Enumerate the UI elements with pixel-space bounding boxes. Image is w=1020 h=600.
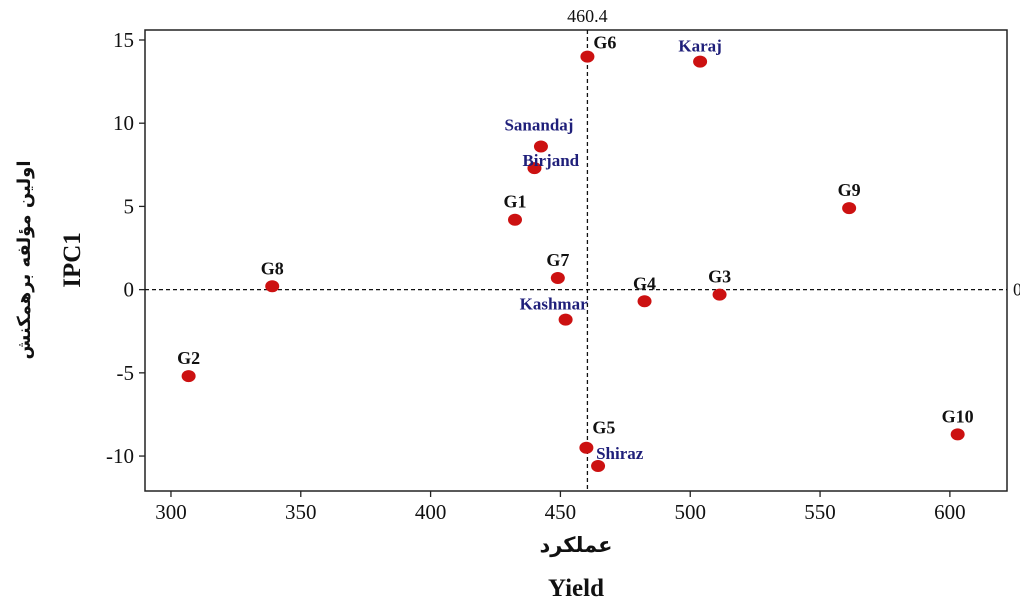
environment-point-kashmar <box>558 313 573 326</box>
genotype-point-g6 <box>580 50 595 63</box>
mean-yield-label: 460.4 <box>567 6 608 26</box>
genotype-label-g9: G9 <box>838 180 861 200</box>
genotype-label-g3: G3 <box>708 267 731 287</box>
zero-ipc-label: 0 <box>1013 280 1020 300</box>
y-tick-label: 15 <box>113 28 134 52</box>
genotype-label-g8: G8 <box>261 258 284 278</box>
genotype-label-g2: G2 <box>177 348 200 368</box>
environment-label-shiraz: Shiraz <box>596 444 644 463</box>
plot-frame <box>144 29 1008 492</box>
x-axis-title-fa: عملکرد <box>539 533 612 557</box>
genotype-label-g4: G4 <box>633 273 656 293</box>
genotype-label-g5: G5 <box>592 418 615 438</box>
x-tick-label: 500 <box>674 500 706 524</box>
genotype-point-g2 <box>181 370 196 383</box>
environment-point-sanandaj <box>533 140 548 153</box>
environment-point-karaj <box>693 55 708 68</box>
environment-label-kashmar: Kashmar <box>520 295 588 314</box>
data-points <box>181 50 965 473</box>
genotype-point-g8 <box>265 280 280 293</box>
genotype-point-g5 <box>579 441 594 454</box>
x-tick-label: 350 <box>285 500 317 524</box>
genotype-point-g4 <box>637 295 652 308</box>
x-tick-label: 550 <box>804 500 836 524</box>
y-tick-label: 0 <box>124 278 135 302</box>
genotype-point-g10 <box>950 428 965 441</box>
genotype-label-g1: G1 <box>503 192 526 212</box>
y-tick-label: -10 <box>106 444 134 468</box>
point-labels: G1 G2 G3 G4 G5 G6 G7 G8 G9 G10 Karaj Sanandaj Birjan… <box>177 33 974 463</box>
genotype-label-g7: G7 <box>546 250 569 270</box>
environment-label-birjand: Birjand <box>522 151 579 170</box>
environment-label-karaj: Karaj <box>678 37 721 56</box>
y-tick-label: 10 <box>113 111 134 135</box>
genotype-point-g3 <box>712 288 727 301</box>
y-axis-title: IPC1 <box>59 232 86 288</box>
genotype-point-g1 <box>507 213 522 226</box>
environment-point-shiraz <box>591 460 606 473</box>
axis-ticks: 300 350 400 450 500 550 600 -10 -5 0 5 10 15 <box>106 28 966 524</box>
x-axis-title: Yield <box>548 575 604 600</box>
x-tick-label: 400 <box>415 500 447 524</box>
x-tick-label: 450 <box>545 500 577 524</box>
x-tick-label: 600 <box>934 500 966 524</box>
y-axis-title-fa: اولین مؤلفه برهمکنش <box>14 160 35 359</box>
genotype-point-g9 <box>842 202 857 215</box>
genotype-label-g6: G6 <box>593 33 616 53</box>
genotype-label-g10: G10 <box>942 406 974 426</box>
reference-lines: 460.40 <box>145 6 1020 491</box>
environment-label-sanandaj: Sanandaj <box>504 115 573 134</box>
genotype-point-g7 <box>550 271 565 284</box>
y-tick-label: -5 <box>117 361 135 385</box>
environment-point-birjand <box>527 162 542 175</box>
x-tick-label: 300 <box>155 500 187 524</box>
y-tick-label: 5 <box>124 194 135 218</box>
